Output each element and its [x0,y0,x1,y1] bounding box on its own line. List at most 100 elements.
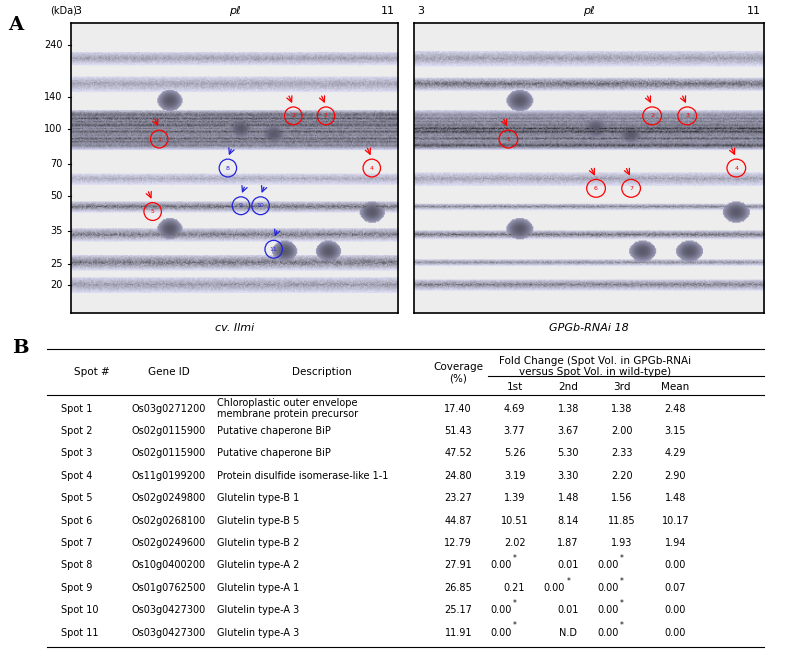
Text: 50: 50 [50,192,63,202]
Text: 5: 5 [151,209,154,214]
Text: cv. Ilmi: cv. Ilmi [215,323,254,333]
Text: Os03g0427300: Os03g0427300 [132,627,206,638]
Text: *: * [513,599,517,608]
Text: Spot 5: Spot 5 [61,493,93,503]
Text: 3.30: 3.30 [557,471,579,481]
Text: 2: 2 [650,113,654,119]
Text: 4.69: 4.69 [504,403,526,414]
Text: 3.19: 3.19 [504,471,526,481]
Text: Os01g0762500: Os01g0762500 [132,583,206,593]
Text: 0.00: 0.00 [490,605,511,616]
Text: 6: 6 [594,186,598,191]
Text: 1.38: 1.38 [557,403,579,414]
Text: 100: 100 [44,125,63,134]
Text: 2.48: 2.48 [664,403,686,414]
Text: 24.80: 24.80 [444,471,472,481]
Text: 3: 3 [324,113,328,119]
Text: Fold Change (Spot Vol. in GPGb-RNAi
versus Spot Vol. in wild-type): Fold Change (Spot Vol. in GPGb-RNAi vers… [499,356,691,378]
Text: Os11g0199200: Os11g0199200 [132,471,206,481]
Text: Glutelin type-A 3: Glutelin type-A 3 [217,627,299,638]
Text: 2: 2 [292,113,296,119]
Text: 0.00: 0.00 [597,627,619,638]
Text: 1.48: 1.48 [664,493,686,503]
Text: 0.00: 0.00 [664,627,686,638]
Text: Gene ID: Gene ID [148,367,190,378]
Text: *: * [620,554,624,563]
Text: N.D: N.D [559,627,577,638]
Text: A: A [8,16,23,34]
Text: 25.17: 25.17 [444,605,472,616]
Text: 11: 11 [381,6,395,16]
Text: 35: 35 [50,226,63,236]
Text: Glutelin type-B 5: Glutelin type-B 5 [217,515,300,526]
Text: Putative chaperone BiP: Putative chaperone BiP [217,448,332,459]
Text: 140: 140 [44,92,63,102]
Text: 5.30: 5.30 [557,448,579,459]
Text: Os10g0400200: Os10g0400200 [132,560,206,571]
Text: Protein disulfide isomerase-like 1-1: Protein disulfide isomerase-like 1-1 [217,471,388,481]
Text: 17.40: 17.40 [444,403,472,414]
Text: Putative chaperone BiP: Putative chaperone BiP [217,426,332,436]
Text: 4: 4 [370,165,374,171]
Text: 12.79: 12.79 [444,538,472,548]
Text: 2.90: 2.90 [664,471,686,481]
Text: Spot 2: Spot 2 [61,426,93,436]
Text: (kDa): (kDa) [50,6,76,16]
Text: 20: 20 [50,280,63,290]
Text: 25: 25 [50,258,63,269]
Text: 3.15: 3.15 [664,426,686,436]
Text: Spot 11: Spot 11 [61,627,99,638]
Text: Mean: Mean [661,382,690,392]
Text: 1st: 1st [507,382,522,392]
Text: 1: 1 [158,136,162,142]
Text: 4: 4 [734,165,738,171]
Text: *: * [513,621,517,630]
Text: Glutelin type-B 1: Glutelin type-B 1 [217,493,299,503]
Text: 1.56: 1.56 [611,493,633,503]
Text: 0.21: 0.21 [504,583,526,593]
Text: Os02g0268100: Os02g0268100 [132,515,206,526]
Text: B: B [12,339,28,357]
Text: 3: 3 [686,113,690,119]
Text: *: * [620,577,624,585]
Text: 0.07: 0.07 [664,583,686,593]
Text: *: * [620,621,624,630]
Text: 0.00: 0.00 [490,560,511,571]
Text: Glutelin type-A 1: Glutelin type-A 1 [217,583,299,593]
Text: Os03g0271200: Os03g0271200 [132,403,206,414]
Text: 51.43: 51.43 [444,426,472,436]
Text: 3.77: 3.77 [504,426,526,436]
Text: 11.85: 11.85 [608,515,636,526]
Text: 1.87: 1.87 [557,538,579,548]
Text: 1.94: 1.94 [664,538,686,548]
Text: 10.17: 10.17 [661,515,690,526]
Text: 3: 3 [417,6,424,16]
Text: Os02g0249600: Os02g0249600 [132,538,206,548]
Text: 10.51: 10.51 [500,515,529,526]
Text: 3: 3 [74,6,81,16]
Text: Os02g0115900: Os02g0115900 [132,426,206,436]
Text: 2nd: 2nd [558,382,578,392]
Text: 47.52: 47.52 [444,448,472,459]
Text: 0.00: 0.00 [597,583,619,593]
Text: Spot 3: Spot 3 [61,448,93,459]
Text: 1.39: 1.39 [504,493,526,503]
Text: 0.00: 0.00 [597,605,619,616]
Text: 44.87: 44.87 [444,515,472,526]
Text: 11: 11 [747,6,761,16]
Text: 2.33: 2.33 [611,448,633,459]
Text: Spot 6: Spot 6 [61,515,93,526]
Text: 1.38: 1.38 [611,403,633,414]
Text: Spot #: Spot # [73,367,110,378]
Text: pℓ: pℓ [229,6,240,16]
Text: *: * [620,599,624,608]
Text: 0.00: 0.00 [597,560,619,571]
Text: 2.20: 2.20 [611,471,633,481]
Text: *: * [513,554,517,563]
Text: Glutelin type-A 3: Glutelin type-A 3 [217,605,299,616]
Text: 9: 9 [239,203,243,208]
Text: Chloroplastic outer envelope
membrane protein precursor: Chloroplastic outer envelope membrane pr… [217,398,359,419]
Text: Spot 9: Spot 9 [61,583,93,593]
Text: 11: 11 [269,246,277,252]
Text: Os03g0427300: Os03g0427300 [132,605,206,616]
